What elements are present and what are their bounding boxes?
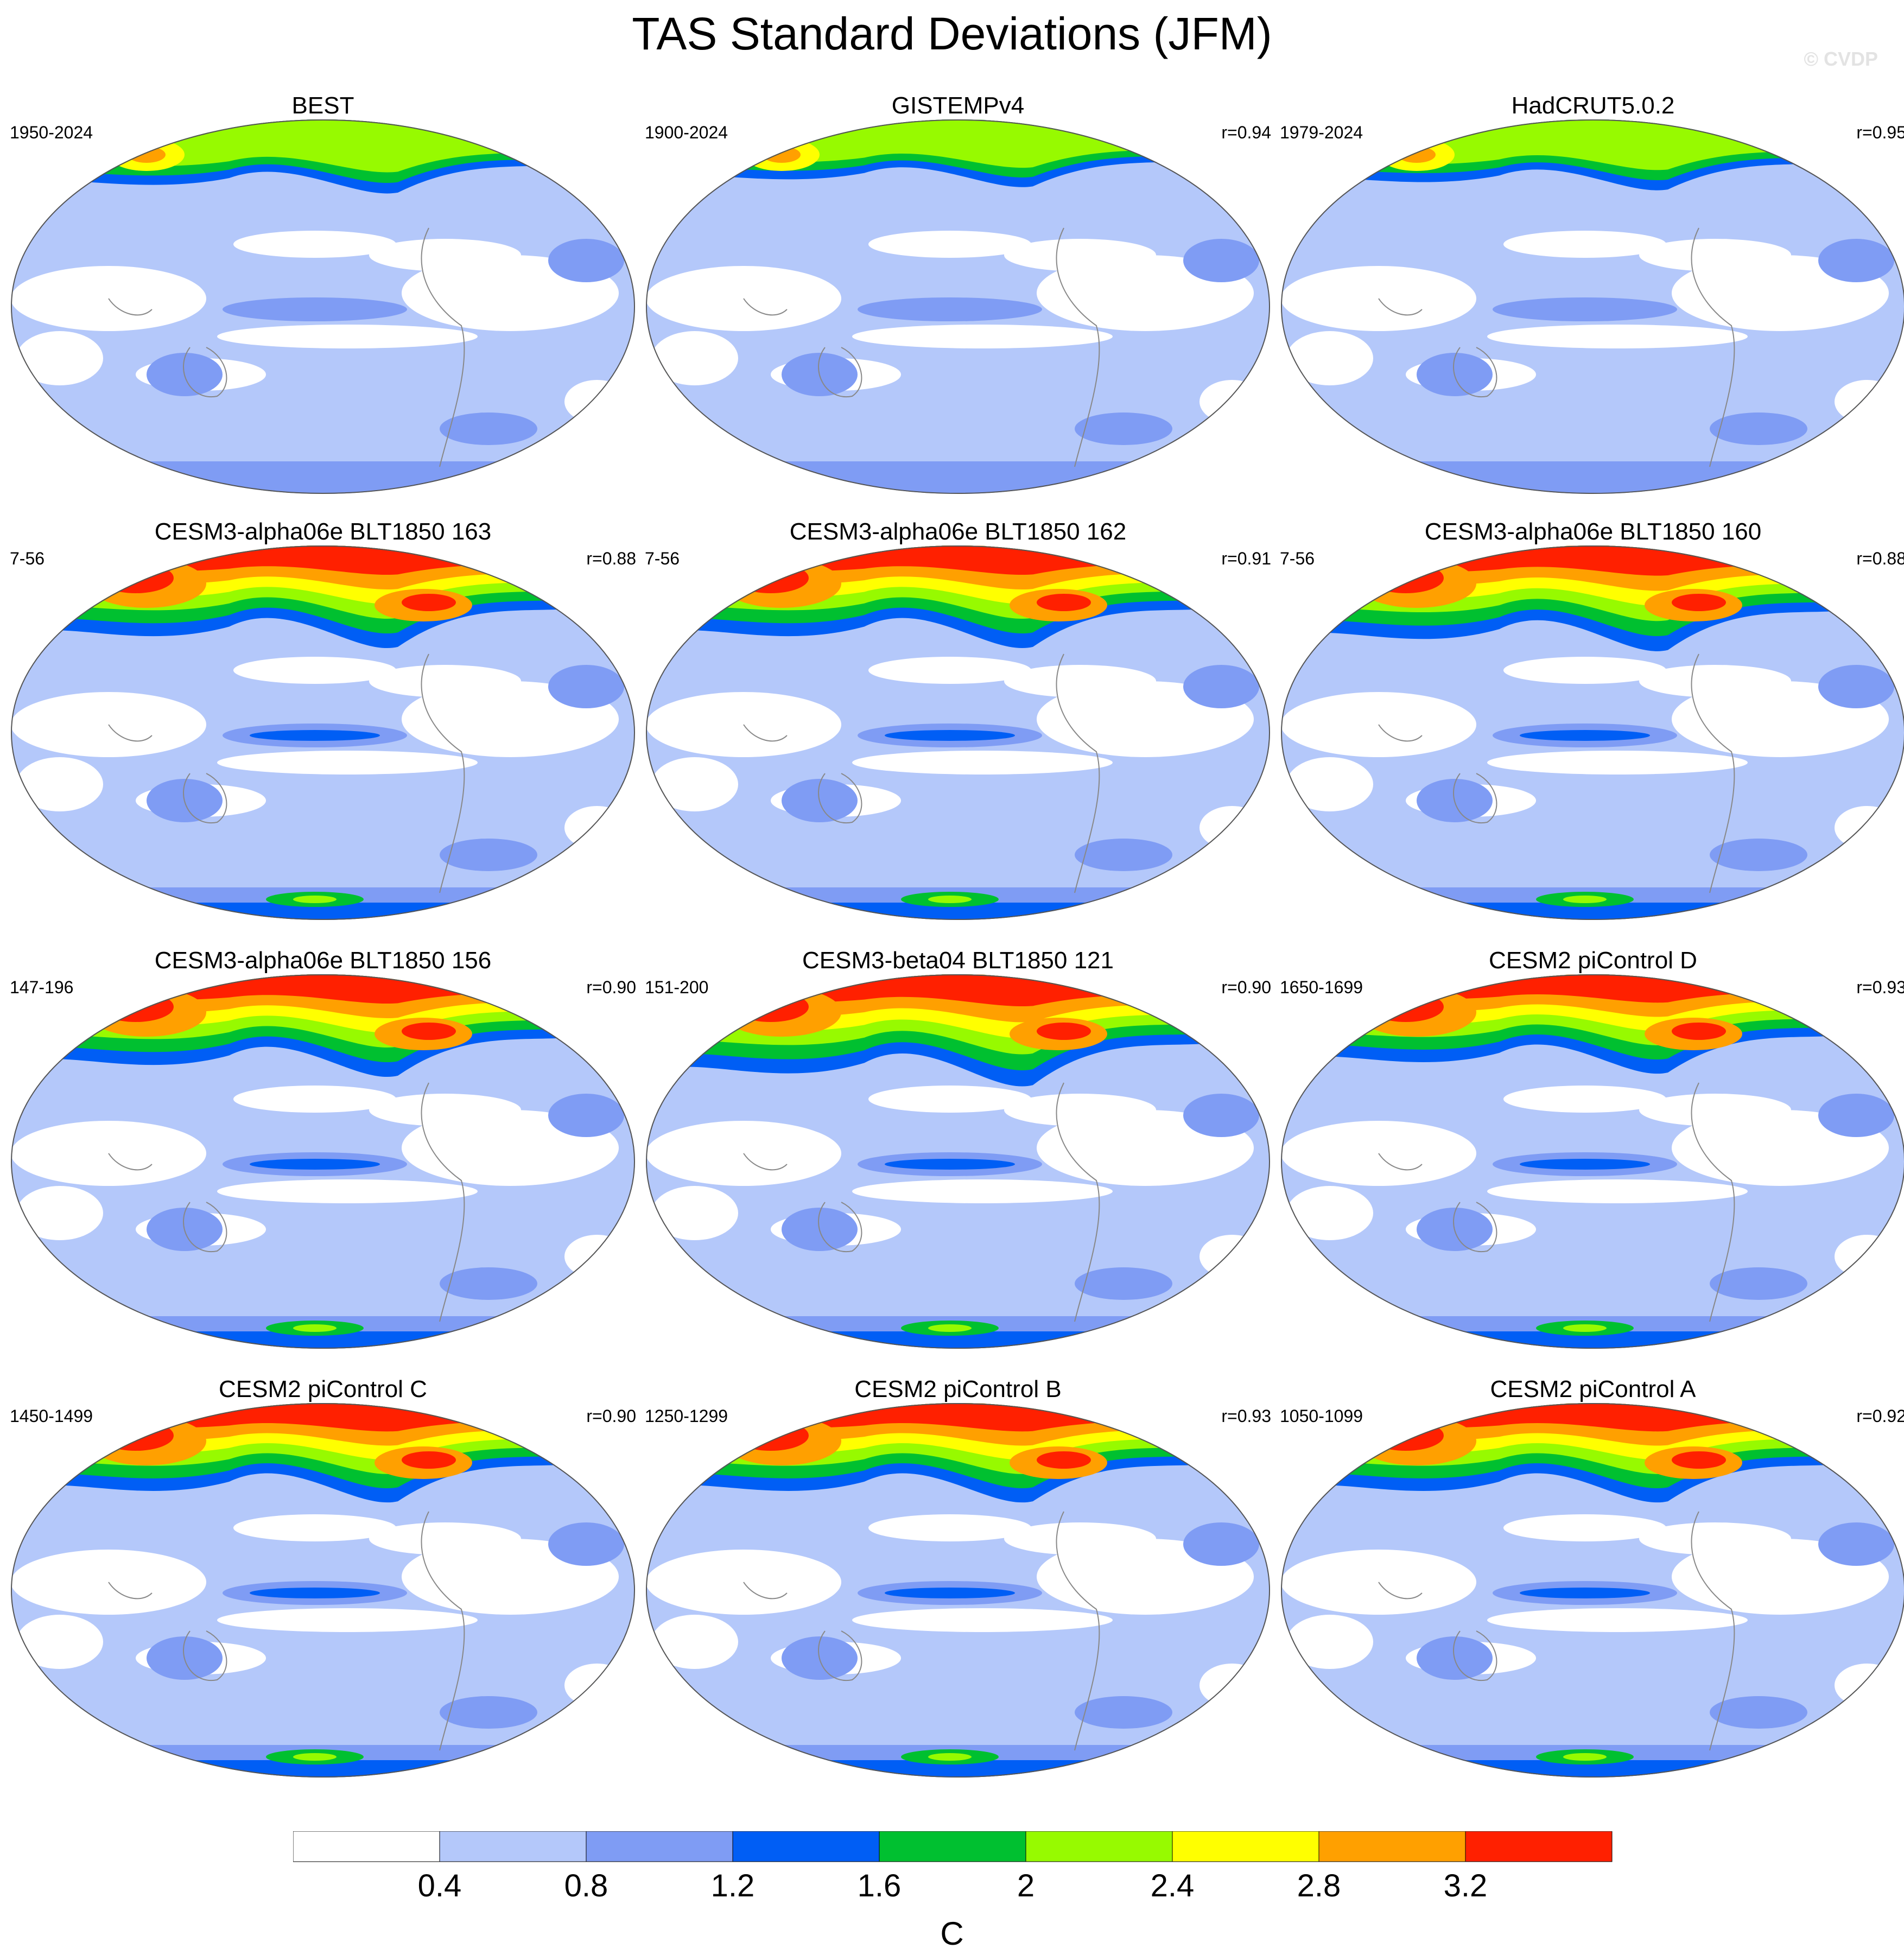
robinson-map [1281, 974, 1904, 1349]
robinson-map [1281, 119, 1904, 494]
panel-correlation: r=0.91 [1221, 549, 1271, 568]
panel-title: BEST [291, 92, 354, 119]
map-panel: CESM3-beta04 BLT1850 121 151-200 r=0.90 [640, 947, 1275, 1376]
map-panel: BEST 1950-2024 [5, 92, 640, 521]
panel-period: 1950-2024 [10, 123, 93, 142]
colorbar-tick-label: 1.2 [711, 1868, 755, 1903]
colorbar-swatch [1465, 1831, 1613, 1862]
map-panel: CESM3-alpha06e BLT1850 160 7-56 r=0.88 [1275, 518, 1904, 947]
panel-title: CESM3-alpha06e BLT1850 156 [154, 947, 492, 974]
colorbar-tick-label: 2.4 [1151, 1868, 1195, 1903]
panel-title: CESM3-alpha06e BLT1850 160 [1424, 518, 1762, 545]
map-panel: GISTEMPv4 1900-2024 r=0.94 [640, 92, 1275, 521]
map-panel: CESM2 piControl A 1050-1099 r=0.92 [1275, 1376, 1904, 1805]
panel-period: 1050-1099 [1280, 1406, 1363, 1426]
map-panel: CESM2 piControl B 1250-1299 r=0.93 [640, 1376, 1275, 1805]
panel-period: 1979-2024 [1280, 123, 1363, 142]
panel-period: 147-196 [10, 977, 74, 997]
panel-title: GISTEMPv4 [891, 92, 1025, 119]
robinson-map [11, 545, 635, 920]
robinson-map [646, 974, 1270, 1349]
panel-title: HadCRUT5.0.2 [1511, 92, 1675, 119]
panel-title: CESM2 piControl A [1490, 1376, 1696, 1402]
panel-correlation: r=0.88 [1856, 549, 1904, 568]
robinson-map [1281, 545, 1904, 920]
panel-period: 151-200 [645, 977, 709, 997]
panel-period: 1450-1499 [10, 1406, 93, 1426]
colorbar-swatch [732, 1831, 880, 1862]
colorbar: 0.4 0.8 1.2 1.6 2 2.4 2.8 3.2 [293, 1831, 1613, 1903]
watermark: © CVDP [1804, 48, 1878, 70]
robinson-map [11, 974, 635, 1349]
colorbar-swatch [879, 1831, 1026, 1862]
panel-correlation: r=0.92 [1856, 1406, 1904, 1426]
map-panel: CESM2 piControl D 1650-1699 r=0.93 [1275, 947, 1904, 1376]
colorbar-swatch [1318, 1831, 1466, 1862]
panel-correlation: r=0.94 [1221, 123, 1271, 142]
map-panel: CESM3-alpha06e BLT1850 163 7-56 r=0.88 [5, 518, 640, 947]
panel-period: 1900-2024 [645, 123, 728, 142]
panel-period: 7-56 [1280, 549, 1315, 568]
panel-title: CESM3-alpha06e BLT1850 162 [789, 518, 1127, 545]
colorbar-swatch [1172, 1831, 1319, 1862]
robinson-map [1281, 1403, 1904, 1778]
panel-correlation: r=0.90 [1221, 977, 1271, 997]
colorbar-tick-label: 1.6 [858, 1868, 902, 1903]
panel-correlation: r=0.88 [586, 549, 636, 568]
robinson-map [11, 119, 635, 494]
colorbar-tick-label: 2.8 [1297, 1868, 1341, 1903]
panel-title: CESM2 piControl B [854, 1376, 1062, 1402]
map-panel: CESM3-alpha06e BLT1850 162 7-56 r=0.91 [640, 518, 1275, 947]
robinson-map [11, 1403, 635, 1778]
map-panel: CESM3-alpha06e BLT1850 156 147-196 r=0.90 [5, 947, 640, 1376]
panel-correlation: r=0.95 [1856, 123, 1904, 142]
panel-title: CESM2 piControl D [1489, 947, 1697, 974]
colorbar-swatch [293, 1831, 440, 1862]
colorbar-unit: C [940, 1915, 964, 1952]
colorbar-tick-label: 3.2 [1444, 1868, 1488, 1903]
panel-period: 1650-1699 [1280, 977, 1363, 997]
colorbar-tick-label: 0.8 [564, 1868, 608, 1903]
colorbar-swatch [586, 1831, 733, 1862]
panel-correlation: r=0.90 [586, 977, 636, 997]
robinson-map [646, 1403, 1270, 1778]
robinson-map [646, 545, 1270, 920]
panel-period: 7-56 [10, 549, 45, 568]
colorbar-tick-label: 2 [1017, 1868, 1034, 1903]
colorbar-tick-label: 0.4 [418, 1868, 462, 1903]
colorbar-swatch [439, 1831, 587, 1862]
robinson-map [646, 119, 1270, 494]
panel-title: CESM2 piControl C [219, 1376, 427, 1402]
panel-correlation: r=0.93 [1856, 977, 1904, 997]
panel-title: CESM3-alpha06e BLT1850 163 [154, 518, 492, 545]
panel-title: CESM3-beta04 BLT1850 121 [802, 947, 1114, 974]
map-panel: HadCRUT5.0.2 1979-2024 r=0.95 [1275, 92, 1904, 521]
colorbar-swatch [1025, 1831, 1173, 1862]
figure-title: TAS Standard Deviations (JFM) [632, 8, 1272, 59]
map-panel: CESM2 piControl C 1450-1499 r=0.90 [5, 1376, 640, 1805]
panel-period: 7-56 [645, 549, 680, 568]
panel-correlation: r=0.93 [1221, 1406, 1271, 1426]
panel-correlation: r=0.90 [586, 1406, 636, 1426]
panel-period: 1250-1299 [645, 1406, 728, 1426]
